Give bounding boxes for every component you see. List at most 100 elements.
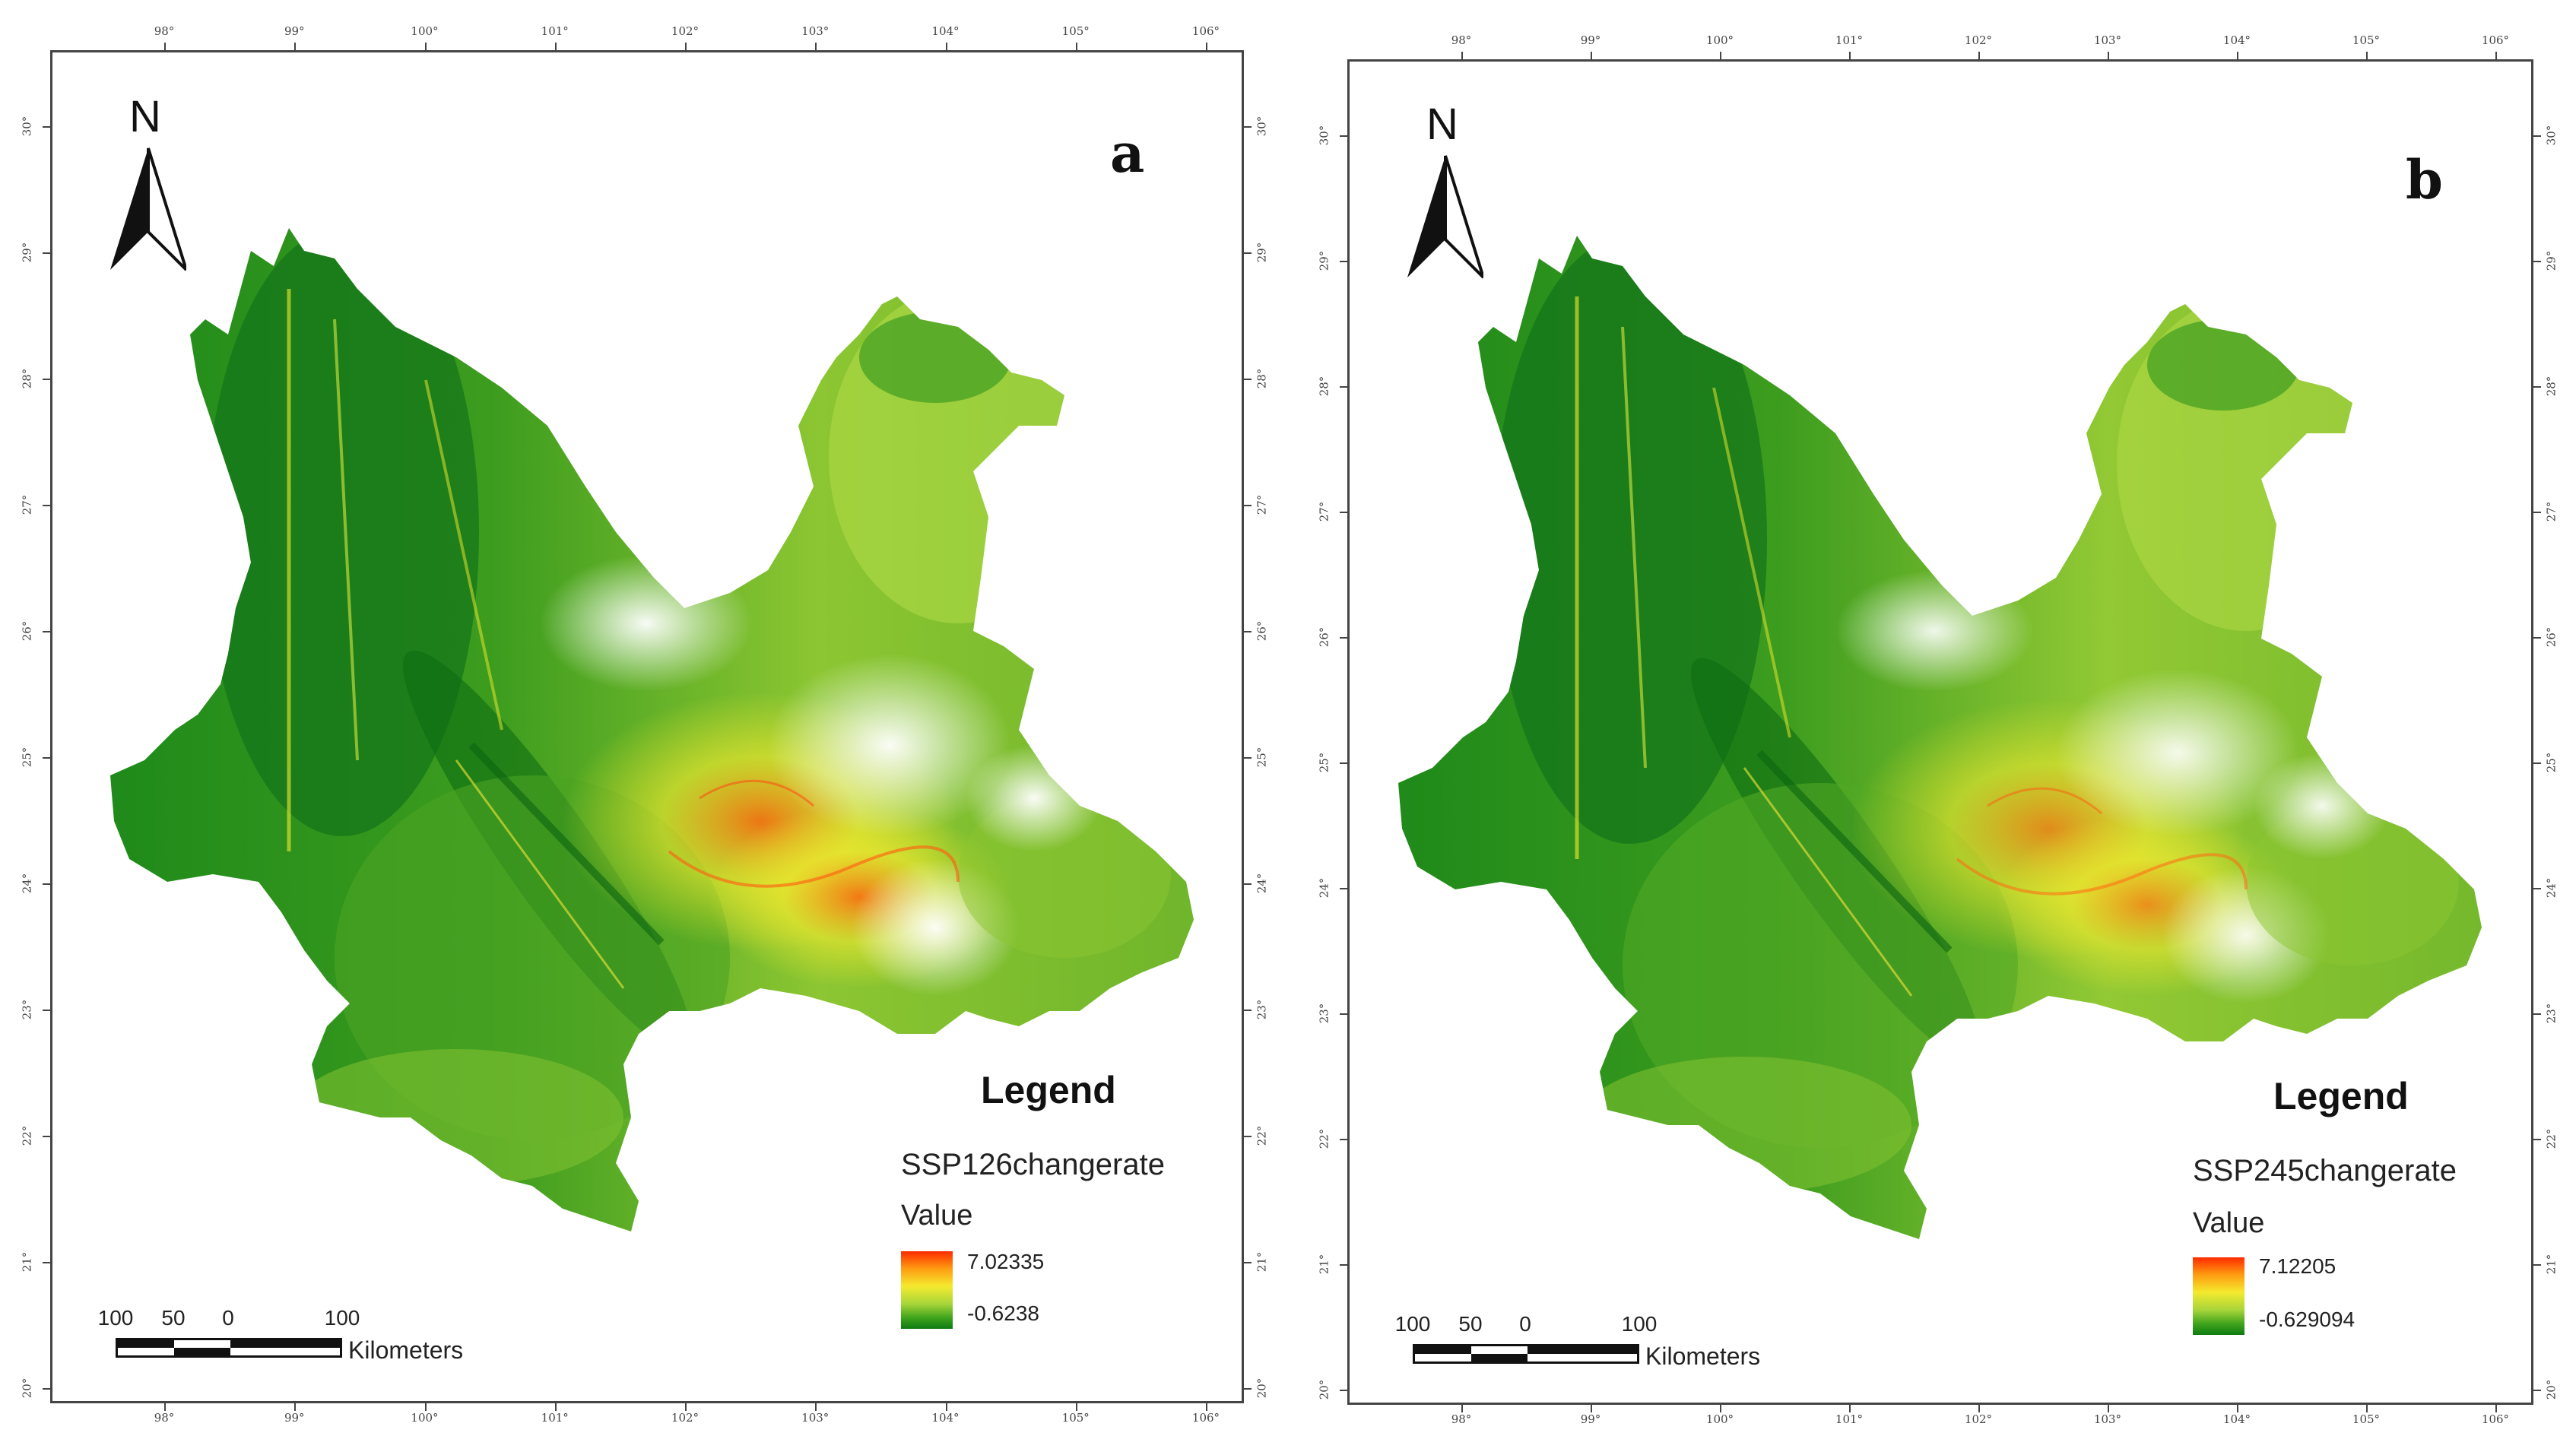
longitude-tick-bottom: 101° <box>1835 1412 1864 1426</box>
tick-mark <box>554 43 557 50</box>
tick-mark <box>1206 1403 1207 1411</box>
tick-mark <box>685 43 687 50</box>
longitude-tick-top: 101° <box>541 24 569 38</box>
longitude-tick-top: 105° <box>2352 33 2381 47</box>
tick-mark <box>1244 126 1252 128</box>
latitude-tick-left: 21° <box>20 1251 34 1273</box>
tick-mark <box>1340 888 1347 889</box>
legend-title: Legend <box>981 1069 1116 1111</box>
longitude-tick-bottom: 100° <box>1705 1412 1734 1426</box>
latitude-tick-left: 30° <box>1317 125 1331 146</box>
longitude-tick-bottom: 99° <box>1580 1412 1601 1426</box>
latitude-tick-right: 21° <box>1255 1251 1269 1273</box>
latitude-tick-right: 26° <box>2544 626 2559 648</box>
longitude-tick-bottom: 105° <box>2352 1412 2381 1426</box>
latitude-tick-left: 30° <box>20 116 34 137</box>
yunnan-map-raster <box>110 228 1194 1232</box>
tick-mark <box>1720 52 1721 59</box>
panel-label: b <box>2406 148 2443 211</box>
tick-mark <box>1849 1405 1851 1412</box>
latitude-tick-left: 23° <box>20 999 34 1020</box>
tick-mark <box>1340 135 1347 137</box>
longitude-tick-bottom: 100° <box>411 1411 439 1425</box>
tick-mark <box>2108 52 2109 59</box>
longitude-tick-bottom: 104° <box>2222 1412 2251 1426</box>
longitude-tick-bottom: 99° <box>284 1411 305 1425</box>
tick-mark <box>1244 1010 1252 1011</box>
latitude-tick-left: 26° <box>1317 626 1331 648</box>
longitude-tick-top: 101° <box>1835 33 1864 47</box>
tick-mark <box>164 1403 166 1411</box>
latitude-tick-left: 29° <box>1317 250 1331 271</box>
legend-title: Legend <box>2273 1075 2409 1117</box>
longitude-tick-top: 102° <box>671 24 700 38</box>
longitude-tick-top: 98° <box>154 24 175 38</box>
longitude-tick-bottom: 102° <box>1964 1412 1993 1426</box>
north-arrow-icon <box>1407 155 1483 279</box>
legend-max-value: 7.02335 <box>967 1250 1045 1273</box>
latitude-tick-right: 22° <box>2544 1128 2559 1149</box>
tick-mark <box>1244 883 1252 885</box>
latitude-tick-left: 22° <box>1317 1128 1331 1149</box>
scale-label: 0 <box>222 1306 234 1330</box>
tick-mark <box>2533 261 2541 262</box>
latitude-tick-right: 30° <box>1255 116 1269 137</box>
tick-mark <box>2366 52 2368 59</box>
legend-min-value: -0.6238 <box>967 1301 1039 1325</box>
scale-label: 0 <box>1519 1312 1531 1336</box>
legend-max-value: 7.12205 <box>2259 1254 2336 1278</box>
tick-mark <box>1244 1262 1252 1263</box>
latitude-tick-right: 30° <box>2544 125 2559 146</box>
longitude-tick-bottom: 103° <box>2093 1412 2122 1426</box>
latitude-tick-right: 27° <box>1255 494 1269 515</box>
longitude-tick-bottom: 102° <box>671 1411 700 1425</box>
tick-mark <box>2533 386 2541 388</box>
latitude-tick-right: 20° <box>1255 1377 1269 1399</box>
north-arrow-icon <box>110 147 186 271</box>
north-label: N <box>129 92 161 141</box>
latitude-tick-right: 28° <box>2544 376 2559 397</box>
latitude-tick-right: 27° <box>2544 501 2559 522</box>
tick-mark <box>2533 762 2541 764</box>
tick-mark <box>945 43 947 50</box>
longitude-tick-top: 105° <box>1061 24 1090 38</box>
tick-mark <box>1591 1405 1592 1412</box>
tick-mark <box>1461 1405 1463 1412</box>
latitude-tick-right: 21° <box>2544 1254 2559 1275</box>
latitude-tick-right: 29° <box>2544 250 2559 271</box>
tick-mark <box>43 252 50 254</box>
tick-mark <box>164 43 166 50</box>
latitude-tick-left: 28° <box>20 368 34 389</box>
scale-label: 100 <box>324 1306 360 1330</box>
legend-color-ramp <box>2193 1257 2244 1335</box>
tick-mark <box>2108 1405 2109 1412</box>
legend-value-label: Value <box>2193 1207 2265 1239</box>
latitude-tick-left: 28° <box>1317 376 1331 397</box>
scale-bar <box>116 1338 342 1358</box>
longitude-tick-bottom: 101° <box>541 1411 569 1425</box>
tick-mark <box>2533 135 2541 137</box>
scale-label: 100 <box>1621 1312 1658 1336</box>
longitude-tick-top: 99° <box>284 24 305 38</box>
tick-mark <box>43 883 50 885</box>
tick-mark <box>1340 261 1347 262</box>
latitude-tick-left: 24° <box>20 873 34 894</box>
tick-mark <box>2533 637 2541 639</box>
longitude-tick-top: 103° <box>2093 33 2122 47</box>
longitude-tick-top: 106° <box>1191 24 1220 38</box>
longitude-tick-top: 100° <box>1705 33 1734 47</box>
tick-mark <box>685 1403 687 1411</box>
tick-mark <box>1340 1264 1347 1266</box>
tick-mark <box>43 1136 50 1137</box>
scale-label: 100 <box>97 1306 134 1330</box>
tick-mark <box>1244 631 1252 632</box>
tick-mark <box>2533 1139 2541 1140</box>
latitude-tick-left: 29° <box>20 242 34 263</box>
tick-mark <box>1075 43 1077 50</box>
tick-mark <box>1206 43 1207 50</box>
legend-layer-name: SSP245changerate <box>2193 1154 2457 1187</box>
map-panel-b: b N Legend SSP245changerate Value 7.1220… <box>1288 0 2576 1455</box>
latitude-tick-left: 26° <box>20 620 34 642</box>
longitude-tick-bottom: 106° <box>1191 1411 1220 1425</box>
panel-label: a <box>1110 122 1145 185</box>
